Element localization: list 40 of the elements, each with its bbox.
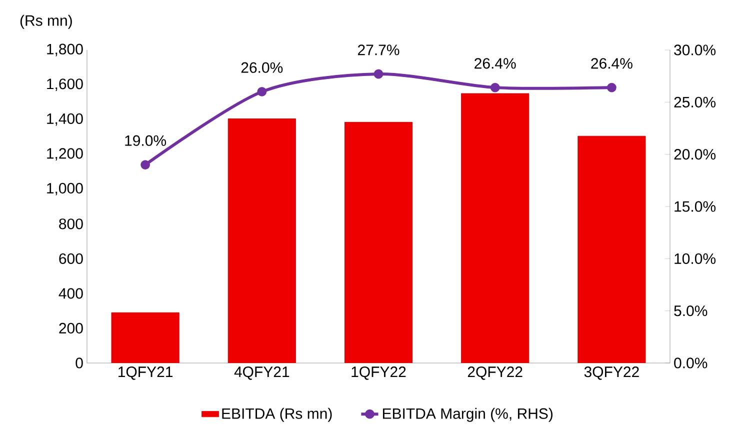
y-tick-label: 400 [58,288,83,299]
y-tick-label: 0 [76,358,83,368]
y-tick-label: 1,600 [47,78,83,91]
y2-tick-label: 0.0% [674,358,708,368]
y2-tick-label: 15.0% [674,201,716,212]
data-label: 26.4% [591,58,632,69]
bar [461,93,530,363]
bar [228,118,296,363]
y2-tick-label: 25.0% [674,96,716,108]
bar [344,122,413,363]
x-tick-label: 3QFY22 [584,366,639,380]
legend-label: EBITDA Margin (%, RHS) [382,408,553,422]
y-tick-label: 800 [59,218,83,230]
y-axis-title: (Rs mn) [20,14,72,29]
y-tick-label: 1,800 [47,44,83,56]
bar [111,312,180,363]
point [490,82,500,92]
point [140,160,150,170]
y2-tick-label: 20.0% [674,149,716,160]
y2-tick-label: 5.0% [674,306,708,316]
data-label: 27.7% [358,44,400,56]
legend-label: EBITDA (Rs mn) [222,408,332,422]
y-tick-label: 1,400 [47,113,83,126]
x-tick-label: 1QFY21 [118,366,172,380]
y2-tick-label: 10.0% [674,253,716,264]
y2-tick-label: 30.0% [674,44,716,56]
x-tick-label: 1QFY22 [352,366,406,380]
y-tick-label: 200 [59,322,83,334]
y-tick-label: 600 [59,253,83,264]
data-label: 26.0% [241,62,283,73]
point [607,82,616,92]
x-tick-label: 2QFY22 [468,366,522,380]
y-tick-label: 1,000 [47,182,83,196]
data-label: 26.4% [474,58,516,69]
y-tick-label: 1,200 [47,148,83,161]
point [257,87,267,96]
point [374,69,384,79]
x-tick-label: 4QFY21 [234,366,290,380]
bar [578,136,646,363]
data-label: 19.0% [125,135,166,146]
